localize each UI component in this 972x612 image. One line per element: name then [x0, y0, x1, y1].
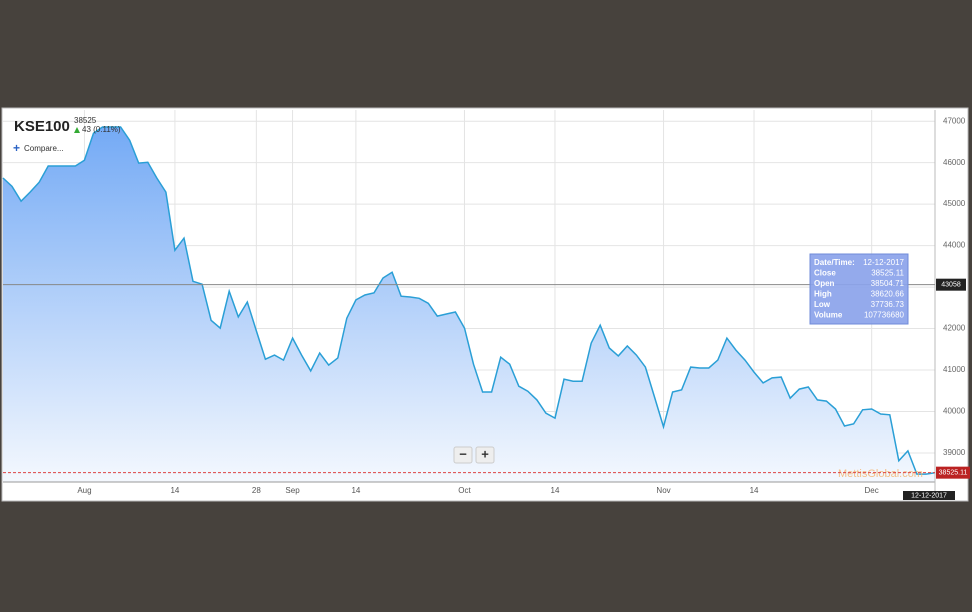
- zoom-out-button[interactable]: −: [453, 446, 473, 464]
- x-tick-label: 14: [351, 486, 360, 495]
- crosshair-label: 43058: [941, 282, 961, 289]
- symbol: KSE100: [14, 118, 70, 135]
- crosshair-box: [936, 278, 966, 291]
- zoom-out-box[interactable]: [453, 446, 473, 464]
- tooltip-key: Date/Time:: [814, 258, 855, 267]
- compare-plus[interactable]: +: [13, 141, 20, 155]
- tooltip-value: 38620.66: [871, 290, 905, 299]
- tooltip-key: Low: [814, 300, 831, 309]
- x-tick-label: Nov: [656, 486, 670, 495]
- date-label: 12-12-2017: [911, 492, 947, 499]
- tooltip-value: 12-12-2017: [863, 258, 904, 267]
- tooltip-key: Open: [814, 279, 835, 288]
- tooltip-value: 107736680: [864, 311, 905, 320]
- change: 43 (0.11%): [82, 125, 121, 134]
- tooltip-value: 37736.73: [871, 300, 905, 309]
- y-tick-label: 44000: [943, 241, 966, 250]
- y-tick-label: 42000: [943, 324, 966, 333]
- tooltip-key: Close: [814, 269, 836, 278]
- price: 38525: [74, 116, 97, 125]
- x-tick-label: 14: [551, 486, 560, 495]
- y-tick-label: 40000: [943, 407, 966, 416]
- line: [2, 126, 936, 475]
- x-tick-label: Aug: [77, 486, 91, 495]
- tooltip-key: High: [814, 290, 832, 299]
- tooltip-value: 38504.71: [871, 279, 905, 288]
- x-tick-label: Dec: [865, 486, 879, 495]
- last-value-box: [936, 466, 970, 479]
- tooltip-key: Volume: [814, 311, 843, 320]
- compare[interactable]: Compare...: [24, 144, 64, 153]
- zoom-in[interactable]: +: [481, 446, 489, 461]
- y-tick-label: 45000: [943, 199, 966, 208]
- zoom-out[interactable]: −: [459, 446, 467, 461]
- up-arrow: [74, 127, 80, 133]
- y-tick-label: 39000: [943, 448, 966, 457]
- date-box: [903, 491, 955, 500]
- y-tick-label: 47000: [943, 116, 966, 125]
- zoom-in-button[interactable]: +: [475, 446, 495, 464]
- x-tick-label: Sep: [285, 486, 300, 495]
- tooltip: [809, 253, 909, 325]
- x-tick-label: 14: [750, 486, 759, 495]
- y-tick-label: 46000: [943, 158, 966, 167]
- area: [3, 127, 935, 482]
- watermark: MettisGlobal.com: [838, 468, 923, 480]
- tooltip-value: 38525.11: [871, 269, 904, 278]
- y-tick-label: 41000: [943, 365, 966, 374]
- zoom-in-box[interactable]: [475, 446, 495, 464]
- x-tick-label: 14: [170, 486, 179, 495]
- x-tick-label: 28: [252, 486, 261, 495]
- last-value-label: 38525.11: [939, 470, 968, 477]
- x-tick-label: Oct: [458, 486, 471, 495]
